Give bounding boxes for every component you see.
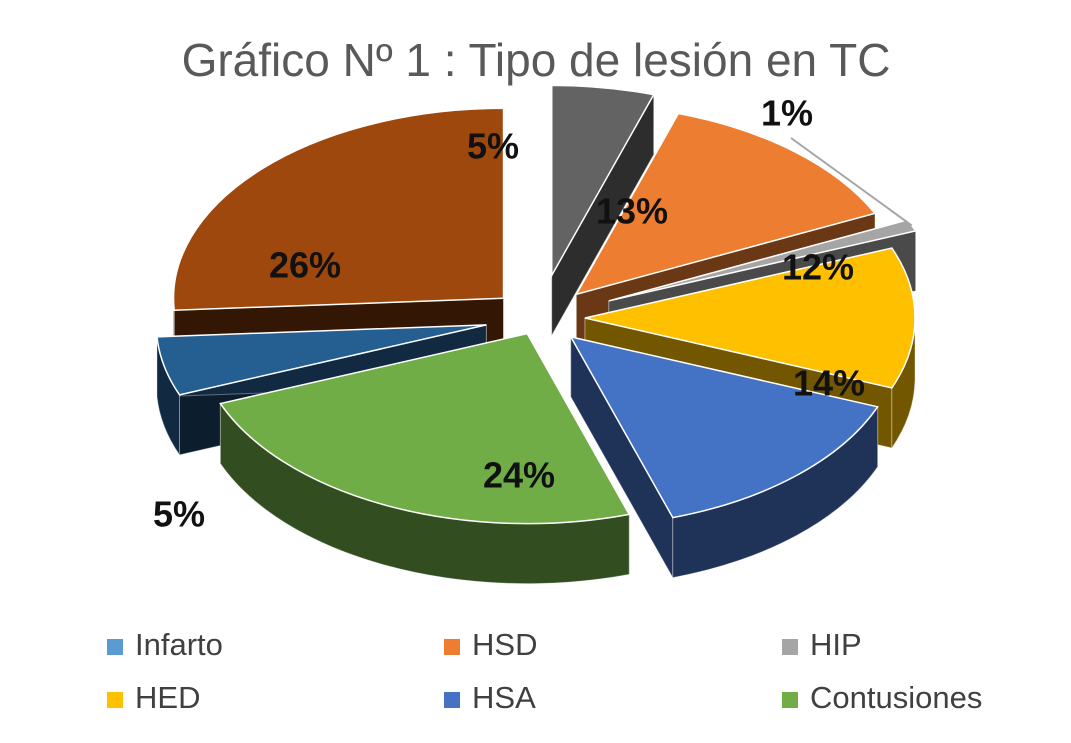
pie-slice-5 [569, 334, 879, 580]
slice-6-top-face [219, 332, 631, 525]
legend-item-hed: HED [107, 680, 200, 715]
legend-swatch [107, 639, 123, 655]
legend-swatch [107, 692, 123, 708]
legend-item-hsa: HSA [444, 680, 536, 715]
data-label-2: 13% [596, 191, 668, 232]
data-label-7: 5% [153, 494, 205, 535]
data-label-8: 26% [269, 245, 341, 286]
leader-line-1pct [790, 137, 913, 227]
legend-item-hsd: HSD [444, 627, 537, 662]
pie-plot-area [156, 84, 917, 585]
legend-label: Infarto [135, 627, 223, 662]
legend-swatch [444, 639, 460, 655]
legend-label: HIP [810, 627, 862, 662]
data-label-6: 24% [483, 455, 555, 496]
data-labels: 5% 13% 1% 12% 14% 24% 5% 26% [153, 93, 913, 535]
chart-title: Gráfico Nº 1 : Tipo de lesión en TC [182, 34, 891, 86]
pie-slice-1 [550, 84, 655, 338]
legend-item-hip: HIP [782, 627, 862, 662]
legend-item-contusiones: Contusiones [782, 680, 982, 715]
data-label-1: 5% [467, 126, 519, 167]
slice-7-top-face [156, 324, 487, 396]
pie-slice-6 [219, 331, 631, 585]
legend-label: Contusiones [810, 680, 982, 715]
legend-item-infarto: Infarto [107, 627, 223, 662]
data-label-3: 1% [761, 93, 813, 134]
slice-8-top-face [172, 107, 505, 311]
legend-swatch [444, 692, 460, 708]
legend-swatch [782, 692, 798, 708]
slice-1-top-face [550, 84, 655, 279]
data-label-4: 12% [782, 247, 854, 288]
data-label-5: 14% [793, 363, 865, 404]
legend-label: HSD [472, 627, 537, 662]
slice-5-top-face [569, 335, 879, 519]
legend-label: HED [135, 680, 200, 715]
legend-label: HSA [472, 680, 536, 715]
slice-2-top-face [574, 112, 877, 296]
legend-swatch [782, 639, 798, 655]
legend: Infarto HSD HIP HED HSA Contusiones [107, 627, 982, 715]
slice-4-top-face [584, 247, 916, 389]
